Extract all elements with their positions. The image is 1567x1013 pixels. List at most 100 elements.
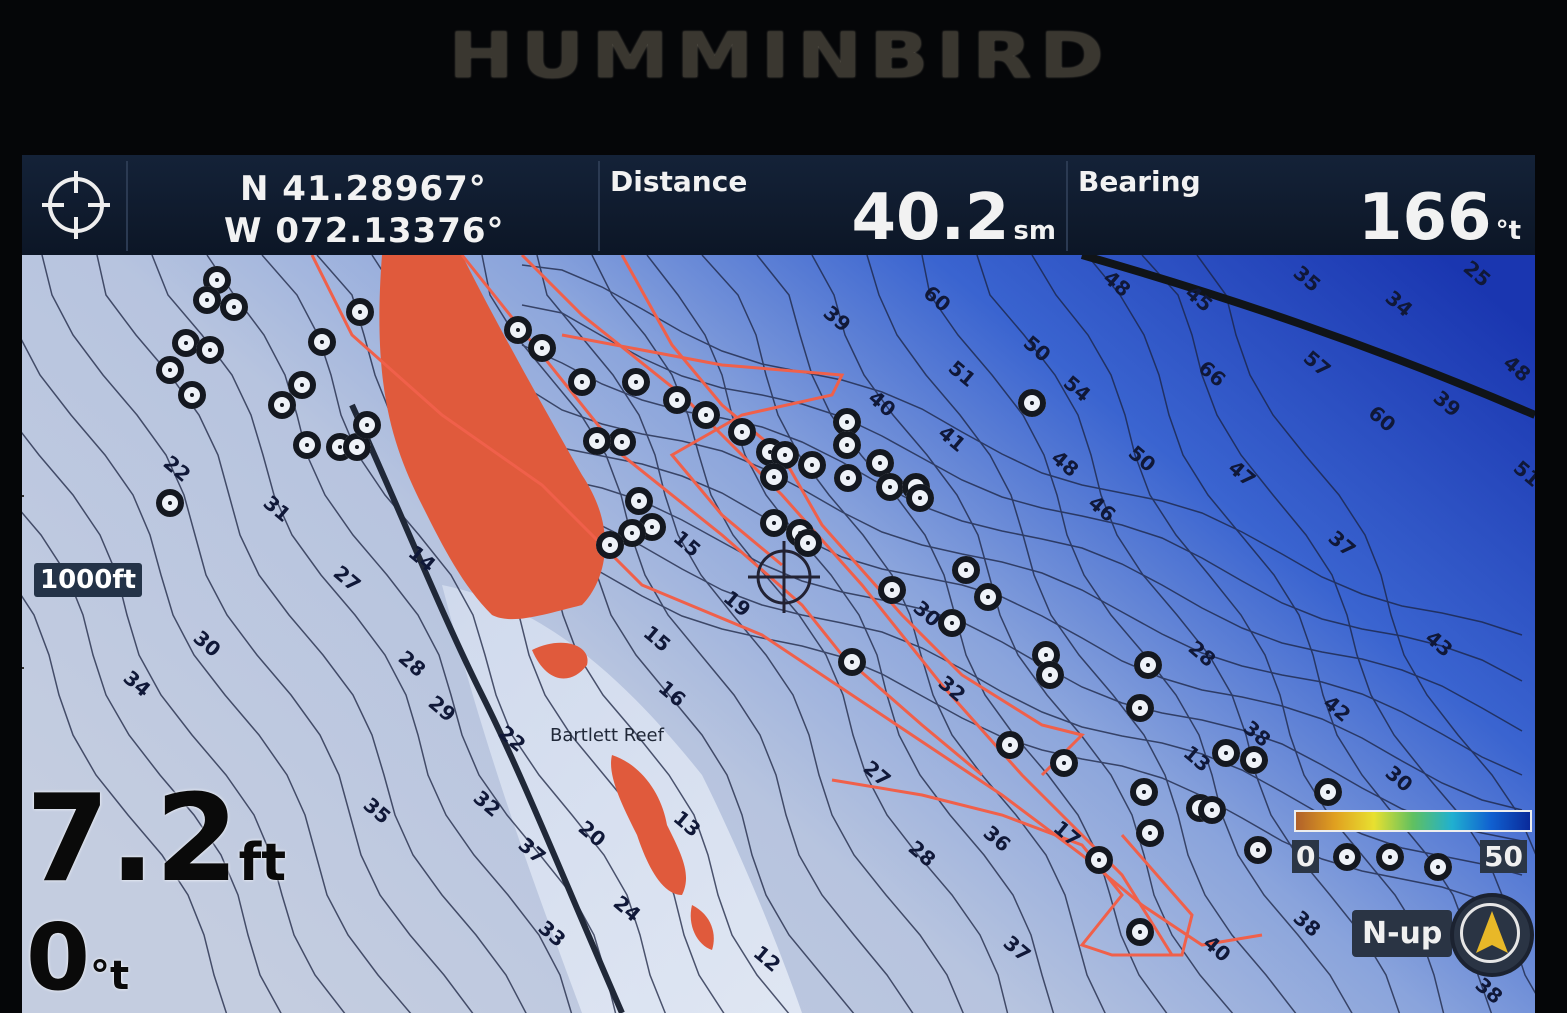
- waypoint-icon[interactable]: [172, 329, 200, 357]
- legend-max: 50: [1480, 840, 1527, 873]
- waypoint-icon[interactable]: [1424, 853, 1452, 881]
- waypoint-icon[interactable]: [1130, 778, 1158, 806]
- waypoint-icon[interactable]: [178, 381, 206, 409]
- waypoint-icon[interactable]: [1036, 661, 1064, 689]
- contour-line: [22, 595, 228, 1013]
- waypoint-icon[interactable]: [504, 316, 532, 344]
- contour-line: [811, 255, 1234, 1013]
- bearing-value: 166: [1357, 181, 1492, 255]
- waypoint-icon[interactable]: [1376, 843, 1404, 871]
- waypoint-icon[interactable]: [596, 531, 624, 559]
- waypoint-icon[interactable]: [1244, 836, 1272, 864]
- waypoint-icon[interactable]: [193, 286, 221, 314]
- contour-line: [521, 464, 1523, 842]
- waypoint-icon[interactable]: [1240, 746, 1268, 774]
- contour-line: [921, 255, 1353, 1013]
- contour-line: [481, 255, 914, 1013]
- waypoint-icon[interactable]: [760, 463, 788, 491]
- contour-line: [701, 255, 1106, 1013]
- waypoint-icon[interactable]: [353, 411, 381, 439]
- waypoint-icon[interactable]: [1314, 778, 1342, 806]
- waypoint-icon[interactable]: [1198, 796, 1226, 824]
- distance-unit: sm: [1013, 216, 1056, 246]
- waypoint-icon[interactable]: [625, 487, 653, 515]
- waypoint-icon[interactable]: [760, 509, 788, 537]
- waypoint-icon[interactable]: [728, 418, 756, 446]
- track-line: [561, 333, 845, 567]
- waypoint-icon[interactable]: [1136, 819, 1164, 847]
- position-readout: N 41.28967° W 072.13376°: [128, 161, 600, 251]
- contour-line: [261, 255, 667, 1013]
- waypoint-icon[interactable]: [156, 489, 184, 517]
- waypoint-icon[interactable]: [952, 556, 980, 584]
- waypoint-icon[interactable]: [663, 386, 691, 414]
- cursor-button[interactable]: [22, 161, 128, 251]
- waypoint-icon[interactable]: [1050, 749, 1078, 777]
- waypoint-icon[interactable]: [268, 391, 296, 419]
- map-canvas[interactable]: 2231273034282922323537332024141516171312…: [22, 255, 1535, 1013]
- waypoint-icon[interactable]: [794, 529, 822, 557]
- bearing-label: Bearing: [1078, 165, 1201, 198]
- waypoint-icon[interactable]: [1134, 651, 1162, 679]
- waypoint-icon[interactable]: [618, 519, 646, 547]
- legend-min: 0: [1292, 840, 1320, 873]
- waypoint-icon[interactable]: [196, 336, 224, 364]
- map-scale: 1000ft: [34, 563, 143, 597]
- contour-line: [22, 431, 346, 1013]
- waypoint-icon[interactable]: [583, 427, 611, 455]
- chart-map[interactable]: 22 31 27 30 34 28 29 22 32 35 37 33 20 24 14 15 16 17 13 12…: [22, 255, 1535, 1013]
- compass-north-arrow-icon: [1476, 911, 1508, 953]
- waypoint-icon[interactable]: [1126, 694, 1154, 722]
- orientation-button[interactable]: N-up: [1352, 910, 1453, 957]
- waypoint-icon[interactable]: [346, 298, 374, 326]
- waypoint-icon[interactable]: [1333, 843, 1361, 871]
- water-depth-shading: [22, 255, 1535, 1013]
- longitude: W 072.13376°: [224, 211, 505, 251]
- waypoint-icon[interactable]: [343, 433, 371, 461]
- heading-unit: °t: [90, 953, 130, 999]
- contour-line: [521, 424, 1523, 811]
- waypoint-icon[interactable]: [568, 368, 596, 396]
- waypoint-icon[interactable]: [1018, 389, 1046, 417]
- depth-color-legend: [1294, 810, 1532, 832]
- compass[interactable]: [1450, 893, 1534, 977]
- waypoint-icon[interactable]: [308, 328, 336, 356]
- bearing-unit: °t: [1495, 216, 1521, 246]
- contour-line: [646, 255, 1055, 1013]
- waypoint-icon[interactable]: [608, 428, 636, 456]
- waypoint-icon[interactable]: [220, 293, 248, 321]
- waypoint-icon[interactable]: [838, 648, 866, 676]
- track-line: [831, 778, 1194, 957]
- waypoint-icon[interactable]: [833, 431, 861, 459]
- depth-readout: 7.2ft: [26, 780, 286, 918]
- waypoint-icon[interactable]: [974, 583, 1002, 611]
- shallow-area-3: [611, 755, 687, 895]
- crosshair-icon: [42, 171, 110, 239]
- waypoint-icon[interactable]: [156, 356, 184, 384]
- waypoint-icon[interactable]: [622, 368, 650, 396]
- waypoint-icon[interactable]: [692, 401, 720, 429]
- waypoint-icon[interactable]: [996, 731, 1024, 759]
- waypoint-icon[interactable]: [906, 484, 934, 512]
- shoal-edge: [349, 403, 625, 1013]
- contour-line: [1141, 255, 1535, 994]
- shallow-area-2: [532, 642, 588, 679]
- waypoint-icon[interactable]: [866, 449, 894, 477]
- waypoint-icon[interactable]: [293, 431, 321, 459]
- waypoint-icon[interactable]: [878, 576, 906, 604]
- waypoint-icon[interactable]: [798, 451, 826, 479]
- track-line: [620, 255, 1085, 777]
- waypoint-icon[interactable]: [288, 371, 316, 399]
- info-bar: N 41.28967° W 072.13376° Distance 40.2 sm…: [22, 155, 1535, 255]
- chart-plotter-screen: N 41.28967° W 072.13376° Distance 40.2 sm…: [22, 155, 1535, 1013]
- waypoint-icon[interactable]: [1126, 918, 1154, 946]
- waypoint-icon[interactable]: [834, 464, 862, 492]
- waypoint-icon[interactable]: [528, 334, 556, 362]
- waypoint-icon[interactable]: [771, 441, 799, 469]
- waypoint-icon[interactable]: [1085, 846, 1113, 874]
- waypoint-icon[interactable]: [938, 609, 966, 637]
- contour-line: [1031, 255, 1445, 1013]
- waypoints[interactable]: [156, 266, 1452, 946]
- waypoint-icon[interactable]: [1212, 739, 1240, 767]
- waypoint-icon[interactable]: [876, 473, 904, 501]
